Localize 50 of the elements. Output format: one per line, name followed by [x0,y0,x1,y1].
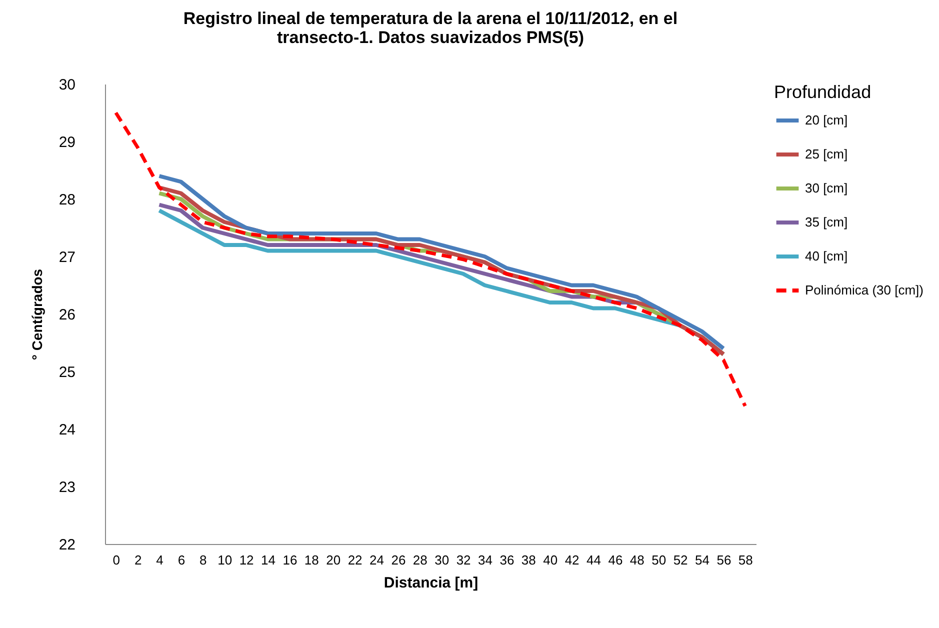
x-tick-label: 20 [326,552,341,568]
x-tick-label: 12 [239,552,254,568]
legend-title: Profundidad [774,82,872,102]
x-tick-label: 42 [564,552,580,568]
x-tick-label: 0 [112,552,120,568]
chart-title: Registro lineal de temperatura de la arena el 10/11/2012, en el transecto-1. Datos suavizados PMS(5) [183,9,678,47]
x-tick-label: 16 [282,552,298,568]
y-tick-label: 25 [58,364,76,381]
x-tick-label: 24 [370,552,384,568]
x-tick-label: 30 [434,552,450,568]
x-tick-label: 38 [521,552,536,568]
y-tick-label: 30 [58,76,76,94]
y-tick-label: 26 [58,306,76,324]
y-tick-label: 27 [58,249,76,266]
legend-label: 20 [cm] [805,112,848,128]
y-tick-label: 24 [58,422,76,438]
line-series [114,111,747,408]
legend-label: 30 [cm] [805,180,848,196]
x-tick-label: 52 [673,552,688,568]
x-tick-label: 44 [586,552,601,568]
x-tick-label: 6 [178,552,186,568]
x-tick-label: 8 [200,552,207,568]
legend-label: 40 [cm] [805,248,848,264]
y-tick-label: 28 [58,192,76,208]
x-tick-label: 48 [630,552,644,568]
x-tick-label: 40 [543,552,558,568]
x-tick-label: 34 [478,552,492,568]
legend-label: 25 [cm] [805,146,848,162]
y-axis-title: ° Centígrados [28,268,45,360]
x-tick-label: 10 [218,552,232,568]
x-tick-label: 28 [412,552,428,568]
y-tick-label: 23 [58,479,76,496]
legend-label: 35 [cm] [805,214,848,230]
x-tick-label: 22 [348,552,362,568]
x-tick-label: 54 [695,552,710,568]
x-tick-label: 46 [608,552,623,568]
x-tick-label: 26 [391,552,406,568]
legend-label: Polinómica (30 [cm]) [805,282,924,298]
x-tick-label: 58 [738,552,753,568]
x-tick-label: 14 [261,552,276,568]
y-tick-label: 22 [58,536,76,554]
x-tick-label: 18 [304,552,319,568]
x-tick-label: 50 [652,552,666,568]
x-tick-label: 36 [500,552,514,568]
y-tick-label: 29 [58,134,76,151]
x-tick-label: 56 [716,552,732,568]
x-axis-title: Distancia [m] [384,574,478,592]
x-tick-label: 32 [456,552,471,568]
x-tick-label: 2 [134,552,142,568]
x-tick-label: 4 [156,552,164,568]
